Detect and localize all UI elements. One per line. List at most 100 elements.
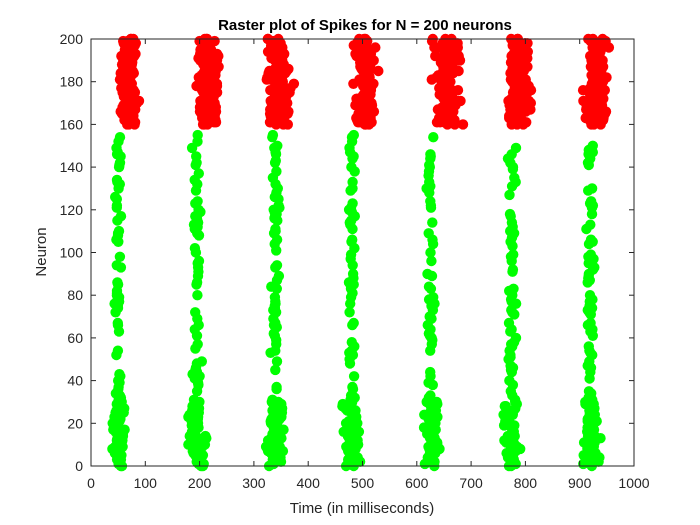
spike-point-green <box>585 196 597 207</box>
spike-point-green <box>111 260 123 271</box>
spike-point-green <box>112 317 124 329</box>
spike-point-green <box>425 366 436 378</box>
spike-point-green <box>510 142 522 154</box>
spike-point-green <box>338 426 349 437</box>
spike-point-green <box>348 317 359 329</box>
x-tick-label: 600 <box>405 475 429 491</box>
spike-point-green <box>271 381 282 393</box>
spike-point-red <box>373 65 384 77</box>
spike-point-green <box>498 409 509 420</box>
spike-point-green <box>585 317 596 329</box>
spike-point-green <box>270 364 281 376</box>
spike-point-green <box>269 292 281 303</box>
y-tick-label: 160 <box>60 116 84 132</box>
spike-marks <box>107 33 615 472</box>
spike-point-green <box>500 401 511 412</box>
y-axis-label: Neuron <box>33 227 50 276</box>
y-tick-label: 20 <box>67 415 83 431</box>
x-tick-label: 1000 <box>618 475 649 491</box>
spike-point-green <box>192 339 203 350</box>
spike-point-green <box>192 290 203 301</box>
spike-point-green <box>585 249 596 260</box>
spike-point-green <box>115 211 127 222</box>
spike-point-green <box>271 260 283 271</box>
spike-point-red <box>578 95 589 107</box>
x-tick-label: 300 <box>242 475 266 491</box>
spike-point-green <box>587 140 598 151</box>
spike-point-green <box>346 337 357 348</box>
spike-point-green <box>583 341 594 352</box>
spike-point-green <box>191 151 202 162</box>
spike-point-green <box>270 223 281 235</box>
spike-point-green <box>348 129 359 141</box>
spike-point-green <box>347 381 358 393</box>
x-tick-label: 700 <box>459 475 483 491</box>
x-tick-label: 500 <box>351 475 375 491</box>
spike-point-green <box>428 292 439 303</box>
x-axis: 0 100 200 300 400 500 600 700 800 900 1000 <box>87 39 650 491</box>
spike-point-green <box>425 149 436 160</box>
spike-point-green <box>114 132 126 143</box>
spike-point-green <box>431 396 442 408</box>
spike-point-green <box>344 307 355 318</box>
spike-point-green <box>267 394 278 405</box>
spike-point-green <box>509 172 520 183</box>
spike-point-green <box>193 168 204 179</box>
x-tick-label: 800 <box>514 475 538 491</box>
spike-point-green <box>347 198 358 209</box>
spike-point-red <box>457 119 469 130</box>
spike-point-green <box>422 268 433 280</box>
y-tick-label: 120 <box>60 202 84 218</box>
spike-point-green <box>192 196 203 207</box>
spike-point-green <box>423 228 434 239</box>
spike-point-green <box>347 176 358 188</box>
spike-point-green <box>111 174 123 186</box>
spike-point-red <box>430 50 441 62</box>
spike-point-green <box>114 369 125 380</box>
spike-point-green <box>348 371 360 382</box>
spike-point-green <box>346 161 357 173</box>
spike-point-red <box>455 95 466 107</box>
spike-point-green <box>272 140 283 151</box>
spike-point-green <box>193 255 205 267</box>
spike-point-green <box>425 247 436 258</box>
spike-point-green <box>188 394 200 405</box>
y-axis: 0 20 40 60 80 100 120 140 160 180 200 <box>60 31 634 474</box>
x-tick-label: 0 <box>87 475 95 491</box>
spike-point-green <box>271 166 282 177</box>
x-tick-label: 400 <box>297 475 321 491</box>
y-tick-label: 180 <box>60 74 84 90</box>
spike-point-green <box>504 375 515 386</box>
spike-point-green <box>267 129 279 141</box>
y-tick-label: 40 <box>67 373 83 389</box>
y-tick-label: 200 <box>60 31 84 47</box>
spike-point-red <box>370 42 381 53</box>
spike-point-green <box>347 234 358 245</box>
spike-point-green <box>196 356 207 367</box>
spike-point-green <box>113 225 125 237</box>
spike-point-green <box>504 208 516 220</box>
y-tick-label: 60 <box>67 330 83 346</box>
x-axis-label: Time (in milliseconds) <box>290 500 434 517</box>
spike-point-green <box>586 183 598 194</box>
spike-point-green <box>347 268 359 280</box>
y-tick-label: 100 <box>60 245 84 261</box>
spike-point-green <box>584 290 596 301</box>
spike-point-green <box>423 281 435 292</box>
spike-point-green <box>508 283 519 294</box>
spike-point-green <box>112 345 124 356</box>
x-tick-label: 900 <box>568 475 592 491</box>
spike-point-green <box>425 390 436 401</box>
spike-point-green <box>504 189 515 201</box>
spike-point-green <box>190 307 201 318</box>
spike-point-green <box>507 264 519 275</box>
spike-point-green <box>425 196 436 207</box>
spike-point-green <box>428 132 439 143</box>
spike-point-green <box>200 430 211 442</box>
spike-point-green <box>119 424 130 435</box>
spike-point-green <box>112 277 123 288</box>
spike-point-green <box>585 234 597 245</box>
spike-point-green <box>273 270 285 282</box>
spike-point-green <box>503 317 515 329</box>
